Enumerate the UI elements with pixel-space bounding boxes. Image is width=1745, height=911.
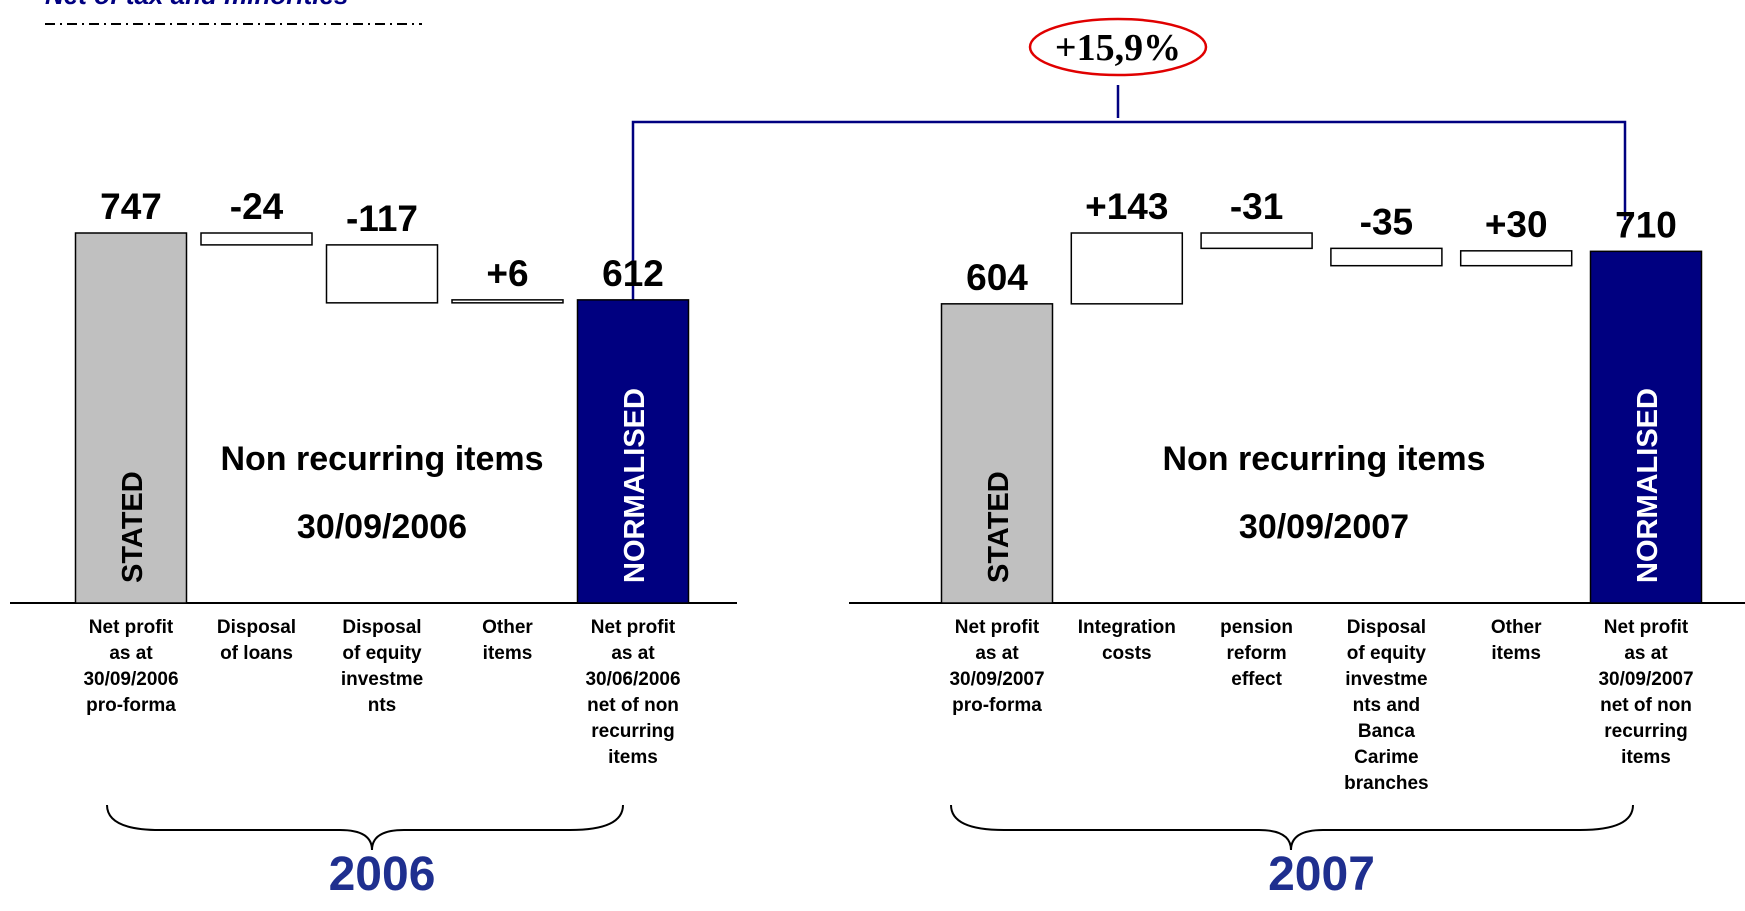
value-label: -31 [1230, 186, 1283, 227]
bar [1459, 250, 1573, 267]
value-label: 604 [966, 257, 1028, 298]
bar [451, 299, 564, 304]
category-label: Net profit as at 30/09/2007 net of non r… [1598, 617, 1694, 768]
category-label: Net profit as at 30/09/2006 pro-forma [83, 617, 179, 716]
category-label: Other items [482, 617, 533, 664]
category-label: Disposal of equity investme nts and Banc… [1344, 617, 1429, 794]
category-label: Net profit as at 30/09/2007 pro-forma [949, 617, 1045, 716]
brace [950, 804, 1634, 851]
bar [1200, 232, 1313, 250]
value-label: -24 [230, 186, 284, 227]
section-note: 30/09/2007 [1239, 508, 1409, 546]
bar [200, 232, 313, 246]
category-label: Other items [1490, 617, 1542, 664]
header: Net of tax and minorities [45, 0, 348, 10]
category-label: Net profit as at 30/06/2006 net of non r… [585, 617, 681, 768]
value-label: -117 [346, 198, 418, 239]
category-label: Disposal of equity investme nts [340, 617, 424, 716]
bar [1589, 250, 1703, 604]
annotation: +15,9% [1055, 27, 1181, 69]
category-label: Integration costs [1077, 617, 1176, 664]
period-label: 2007 [1268, 848, 1375, 901]
section-note: 30/09/2006 [297, 508, 467, 546]
bar [1070, 232, 1184, 305]
value-label: +143 [1085, 186, 1168, 227]
value-label: 747 [100, 186, 162, 227]
value-label: -35 [1360, 201, 1413, 242]
bar-label: STATED [983, 471, 1015, 583]
comparison-bracket [631, 85, 1627, 300]
section-note: Non recurring items [1162, 440, 1485, 478]
period-label: 2006 [329, 848, 436, 901]
bar [940, 303, 1054, 604]
bar [325, 244, 439, 304]
bar [1330, 247, 1443, 267]
section-note: Non recurring items [220, 440, 543, 478]
bar [74, 232, 188, 604]
value-label: 710 [1615, 204, 1677, 245]
bar [576, 299, 690, 604]
bar-label: NORMALISED [619, 388, 651, 583]
category-label: Disposal of loans [216, 617, 297, 664]
bar-label: NORMALISED [1632, 388, 1664, 583]
category-label: pension reform effect [1220, 617, 1294, 690]
bar-label: STATED [117, 471, 149, 583]
brace [106, 804, 624, 851]
value-label: +6 [486, 253, 528, 294]
value-label: 612 [602, 253, 664, 294]
value-label: +30 [1485, 204, 1548, 245]
annotation-ellipse [1028, 17, 1208, 77]
